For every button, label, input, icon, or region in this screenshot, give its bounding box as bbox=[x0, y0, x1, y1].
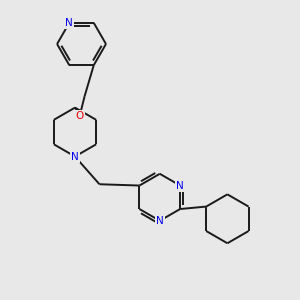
Text: N: N bbox=[176, 181, 184, 190]
Text: O: O bbox=[76, 111, 84, 121]
Text: N: N bbox=[156, 216, 164, 226]
Text: N: N bbox=[65, 18, 73, 28]
Text: N: N bbox=[71, 152, 79, 161]
